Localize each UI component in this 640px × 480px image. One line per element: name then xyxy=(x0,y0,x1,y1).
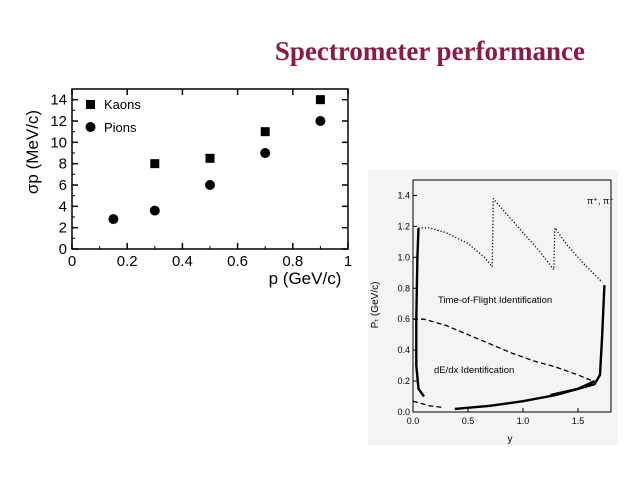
chart2-frame xyxy=(412,179,612,413)
solid-boundary-curve xyxy=(550,380,596,397)
x-tick-label: 0.4 xyxy=(172,253,193,270)
y-tick-label: 0.0 xyxy=(397,407,410,417)
chart1-ylabel: σp (MeV/c) xyxy=(23,110,42,194)
x-tick-label: 0.5 xyxy=(462,416,475,426)
legend-pions-marker xyxy=(85,122,96,132)
dotted-boundary-curve xyxy=(418,197,603,283)
legend-kaons-label: Kaons xyxy=(104,97,141,112)
pion-data-point xyxy=(205,180,215,190)
y-tick-label: 1.2 xyxy=(397,221,410,231)
legend-pions-label: Pions xyxy=(104,120,137,135)
y-tick-label: 10 xyxy=(50,134,67,151)
y-tick-label: 4 xyxy=(59,198,67,215)
y-tick-label: 6 xyxy=(59,177,67,194)
x-tick-label: 0.0 xyxy=(407,416,420,426)
x-tick-label: 0 xyxy=(68,253,76,270)
y-tick-label: 0.4 xyxy=(397,345,410,355)
region-label-dedx: dE/dx Identification xyxy=(434,365,514,376)
pion-data-point xyxy=(149,205,160,216)
solid-boundary-curve xyxy=(415,227,425,398)
y-tick-label: 8 xyxy=(59,156,67,173)
dashed-boundary-curve xyxy=(412,400,443,409)
legend-kaons-marker xyxy=(86,100,95,109)
x-tick-label: 0.6 xyxy=(227,253,248,270)
kaon-data-point xyxy=(205,153,215,163)
slide-title: Spectrometer performance xyxy=(274,36,585,66)
chart2-ylabel: Pₜ (GeV/c) xyxy=(370,282,381,329)
scanned-figure-background xyxy=(368,170,618,445)
x-tick-label: 0.2 xyxy=(117,253,138,270)
y-tick-label: 12 xyxy=(50,113,67,130)
y-tick-label: 0.6 xyxy=(397,314,410,324)
y-tick-label: 14 xyxy=(50,92,67,109)
pion-data-point xyxy=(260,148,271,158)
dashed-boundary-curve xyxy=(413,318,595,382)
region-label-tof: Time-of-Flight Identification xyxy=(438,295,552,306)
y-tick-label: 0.8 xyxy=(397,283,410,293)
y-tick-label: 1.0 xyxy=(397,252,410,262)
y-tick-label: 0.2 xyxy=(397,376,410,386)
kaon-data-point xyxy=(260,127,270,137)
x-tick-label: 1.0 xyxy=(517,416,530,426)
y-tick-label: 1.4 xyxy=(397,190,410,200)
y-tick-label: 2 xyxy=(59,220,67,237)
pion-data-point xyxy=(108,214,119,225)
y-tick-label: 0 xyxy=(59,241,67,258)
chart1-xlabel: p (GeV/c) xyxy=(269,269,342,288)
chart2-corner-annotation: π⁺, π⁻ xyxy=(587,196,614,206)
x-tick-label: 0.8 xyxy=(282,253,303,270)
kaon-data-point xyxy=(150,159,160,169)
pion-data-point xyxy=(315,116,326,126)
x-tick-label: 1 xyxy=(344,253,352,270)
x-tick-label: 1.5 xyxy=(572,416,585,426)
kaon-data-point xyxy=(315,95,325,105)
chart2-xlabel: y xyxy=(508,434,513,445)
